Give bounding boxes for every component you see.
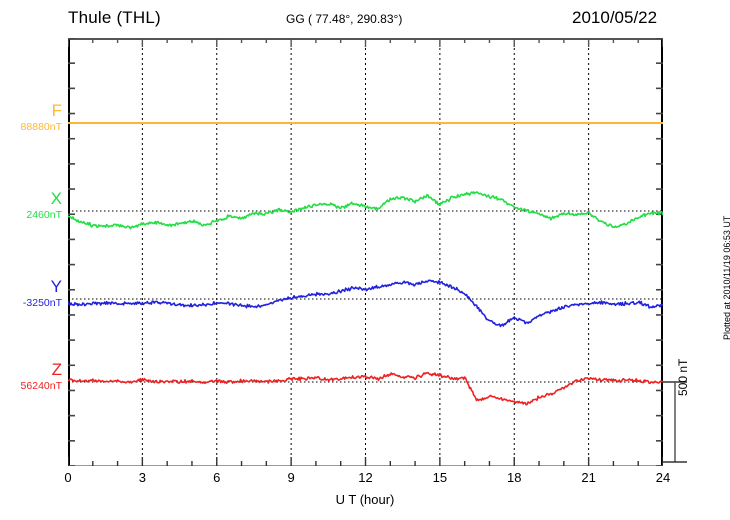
component-label-y: Y -3250nT <box>2 277 62 309</box>
component-baseline-f: 88880nT <box>20 120 62 133</box>
page-title: Thule (THL) <box>68 8 161 27</box>
component-symbol-x: X <box>50 189 62 208</box>
component-baseline-y: -3250nT <box>22 296 62 309</box>
x-tick-label: 6 <box>213 470 221 485</box>
component-baseline-x: 2460nT <box>26 208 62 221</box>
x-tick-label: 9 <box>287 470 295 485</box>
component-label-z: Z 56240nT <box>2 360 62 392</box>
magnetogram-traces <box>68 38 663 466</box>
geographic-coordinates: GG ( 77.48°, 290.83°) <box>286 12 403 26</box>
component-label-x: X 2460nT <box>2 189 62 221</box>
component-symbol-f: F <box>51 101 62 120</box>
scale-bar <box>663 381 687 463</box>
x-tick-label: 24 <box>655 470 671 485</box>
observation-date: 2010/05/22 <box>572 8 658 27</box>
plotted-timestamp: Plotted at 2010/11/19 06:53 UT <box>722 215 730 340</box>
scale-bar-label: 500 nT <box>676 358 690 396</box>
x-tick-label: 15 <box>432 470 448 485</box>
component-baseline-z: 56240nT <box>20 379 62 392</box>
component-label-f: F 88880nT <box>2 101 62 133</box>
x-axis-title: U T (hour) <box>335 492 395 507</box>
x-tick-label: 3 <box>138 470 146 485</box>
x-tick-label: 21 <box>581 470 596 485</box>
component-symbol-y: Y <box>50 277 62 296</box>
component-symbol-z: Z <box>51 360 62 379</box>
x-tick-label: 18 <box>507 470 522 485</box>
x-tick-label: 0 <box>64 470 72 485</box>
x-tick-label: 12 <box>358 470 373 485</box>
